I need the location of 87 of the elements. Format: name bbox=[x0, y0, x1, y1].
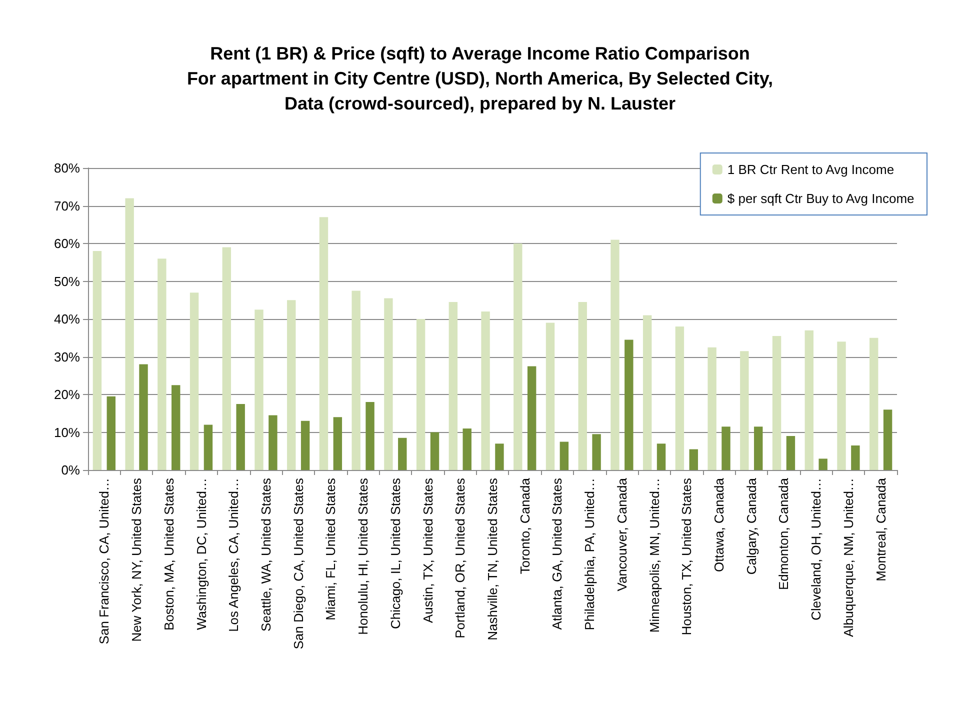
x-tick-label: Nashville, TN, United States bbox=[485, 478, 500, 640]
bar bbox=[869, 338, 878, 470]
bar bbox=[722, 426, 730, 470]
bar bbox=[158, 258, 166, 470]
bar bbox=[462, 428, 472, 470]
bar bbox=[527, 366, 536, 470]
x-tick-label: Montreal, Canada bbox=[873, 477, 888, 582]
bar bbox=[804, 330, 814, 470]
x-tick-label: Ottawa, Canada bbox=[712, 477, 727, 572]
bar bbox=[366, 402, 374, 470]
x-tick-label: Chicago, IL, United States bbox=[388, 478, 403, 630]
legend-label: $ per sqft Ctr Buy to Avg Income bbox=[727, 191, 914, 206]
bar bbox=[254, 310, 264, 470]
bar bbox=[851, 445, 860, 470]
x-tick-label: Seattle, WA, United States bbox=[258, 478, 274, 632]
bar bbox=[139, 364, 148, 470]
bar bbox=[319, 217, 328, 470]
bar bbox=[740, 351, 749, 470]
bar bbox=[656, 444, 666, 470]
bar bbox=[754, 426, 763, 470]
bar bbox=[481, 311, 490, 470]
bar bbox=[333, 417, 342, 470]
x-tick-label: Boston, MA, United States bbox=[161, 478, 176, 630]
x-tick-label: Albuquerque, NM, United… bbox=[840, 478, 856, 637]
legend-label: 1 BR Ctr Rent to Avg Income bbox=[727, 162, 894, 177]
y-tick-label: 70% bbox=[54, 198, 80, 214]
bar bbox=[268, 415, 278, 470]
bar bbox=[578, 302, 587, 470]
bar bbox=[624, 340, 634, 470]
bar bbox=[883, 410, 892, 470]
y-tick-label: 80% bbox=[54, 160, 80, 176]
bar bbox=[125, 198, 134, 470]
bar bbox=[675, 326, 684, 470]
x-tick-label: Toronto, Canada bbox=[517, 477, 532, 574]
x-tick-label: Edmonton, Canada bbox=[776, 477, 792, 590]
x-tick-label: San Diego, CA, United States bbox=[290, 478, 306, 650]
bar bbox=[384, 298, 393, 470]
bar bbox=[204, 424, 213, 470]
bar bbox=[106, 396, 116, 470]
x-tick-label: Cleveland, OH, United… bbox=[808, 478, 824, 620]
bar bbox=[610, 240, 620, 470]
y-tick-label: 0% bbox=[61, 462, 80, 478]
bar bbox=[592, 434, 601, 470]
x-tick-label: Austin, TX, United States bbox=[420, 478, 436, 623]
x-tick-label: Calgary, Canada bbox=[744, 477, 759, 575]
bar bbox=[430, 432, 440, 470]
x-tick-label: San Francisco, CA, United… bbox=[96, 478, 112, 644]
x-tick-label: Washington, DC, United… bbox=[194, 478, 209, 630]
x-tick-label: Los Angeles, CA, United… bbox=[226, 478, 242, 632]
y-tick-label: 30% bbox=[54, 349, 80, 364]
bar bbox=[772, 336, 782, 470]
x-tick-label: Minneapolis, MN, United… bbox=[646, 478, 662, 633]
bar bbox=[546, 322, 555, 470]
bar bbox=[190, 292, 199, 470]
bar bbox=[92, 251, 102, 470]
bar bbox=[514, 244, 522, 470]
bar bbox=[837, 342, 846, 470]
bar bbox=[786, 436, 796, 470]
x-tick-label: Vancouver, Canada bbox=[614, 477, 630, 592]
bar bbox=[236, 404, 245, 470]
x-tick-label: Miami, FL, United States bbox=[323, 478, 338, 620]
bar bbox=[352, 290, 360, 470]
y-tick-label: 10% bbox=[54, 424, 80, 440]
x-tick-label: Houston, TX, United States bbox=[679, 478, 694, 636]
bar bbox=[642, 315, 652, 470]
x-tick-label: Portland, OR, United States bbox=[452, 478, 468, 638]
bar bbox=[689, 449, 698, 470]
bar bbox=[560, 442, 569, 470]
bar bbox=[287, 300, 296, 470]
bar bbox=[416, 319, 426, 470]
bar bbox=[495, 444, 504, 470]
bar bbox=[448, 302, 458, 470]
bar bbox=[398, 438, 407, 470]
y-tick-label: 50% bbox=[54, 274, 80, 289]
y-tick-label: 40% bbox=[54, 312, 80, 326]
chart-title: Rent (1 BR) & Price (sqft) to Average Income Ratio Comparison For apartment in City Centre (USD), North America, By Selected City, Data (crowd-sourced), prepared by N. Lauster bbox=[186, 44, 774, 114]
x-tick-label: New York, NY, United States bbox=[129, 478, 144, 642]
bar bbox=[818, 458, 828, 470]
bar bbox=[708, 347, 716, 470]
x-tick-label: Atlanta, GA, United States bbox=[550, 478, 565, 630]
y-tick-label: 20% bbox=[54, 387, 80, 402]
y-tick-label: 60% bbox=[54, 236, 80, 251]
x-tick-label: Philadelphia, PA, United… bbox=[582, 478, 598, 630]
x-tick-label: Honolulu, HI, United States bbox=[356, 478, 371, 635]
bar bbox=[300, 420, 310, 470]
bar bbox=[172, 385, 180, 470]
bar bbox=[222, 247, 232, 470]
